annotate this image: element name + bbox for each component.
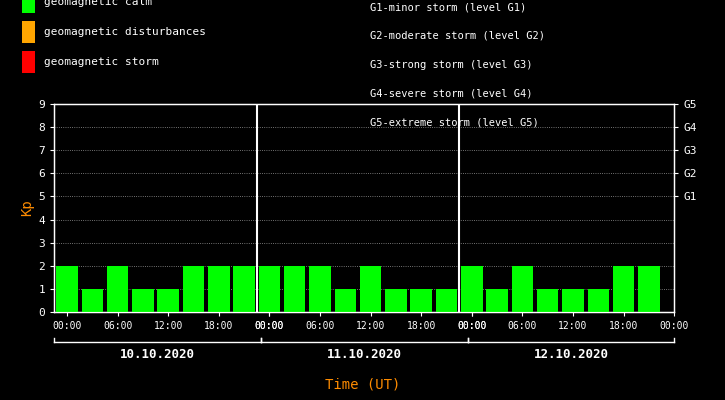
Bar [157,289,179,312]
Bar [563,289,584,312]
Bar [259,266,280,312]
Text: 12.10.2020: 12.10.2020 [534,348,608,360]
Bar [587,289,609,312]
Text: G1-minor storm (level G1): G1-minor storm (level G1) [370,2,526,12]
Bar [183,266,204,312]
Bar [82,289,103,312]
Text: geomagnetic calm: geomagnetic calm [44,0,152,7]
Bar [360,266,381,312]
Text: Time (UT): Time (UT) [325,378,400,392]
Text: G4-severe storm (level G4): G4-severe storm (level G4) [370,88,532,98]
Bar [233,266,255,312]
Text: geomagnetic storm: geomagnetic storm [44,57,158,67]
Text: geomagnetic disturbances: geomagnetic disturbances [44,27,205,37]
Text: 10.10.2020: 10.10.2020 [120,348,195,360]
Text: 11.10.2020: 11.10.2020 [327,348,402,360]
Bar [436,289,457,312]
Bar [310,266,331,312]
Bar [107,266,128,312]
Bar [537,289,558,312]
Bar [613,266,634,312]
Bar [385,289,407,312]
Bar [208,266,230,312]
Bar [461,266,483,312]
Bar [512,266,533,312]
Text: G3-strong storm (level G3): G3-strong storm (level G3) [370,60,532,70]
Bar [486,289,508,312]
Bar [57,266,78,312]
Bar [638,266,660,312]
Y-axis label: Kp: Kp [20,200,34,216]
Bar [132,289,154,312]
Bar [284,266,305,312]
Bar [410,289,432,312]
Text: G5-extreme storm (level G5): G5-extreme storm (level G5) [370,117,539,127]
Bar [334,289,356,312]
Text: G2-moderate storm (level G2): G2-moderate storm (level G2) [370,31,544,41]
